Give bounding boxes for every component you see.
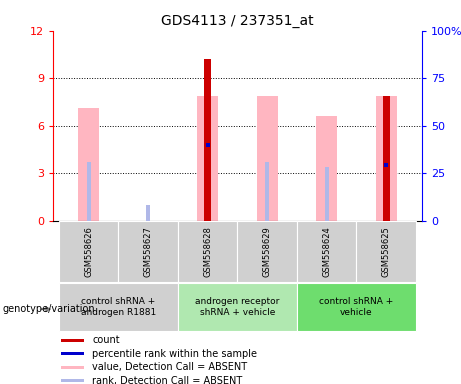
Text: percentile rank within the sample: percentile rank within the sample bbox=[92, 349, 257, 359]
Text: control shRNA +
androgen R1881: control shRNA + androgen R1881 bbox=[81, 298, 156, 317]
Bar bbox=[118, 221, 178, 282]
Text: count: count bbox=[92, 335, 120, 345]
Bar bbox=[197, 96, 218, 221]
Bar bbox=[146, 205, 150, 221]
Bar bbox=[87, 162, 91, 221]
Text: GSM558626: GSM558626 bbox=[84, 226, 93, 277]
Bar bbox=[356, 221, 416, 282]
Bar bbox=[61, 379, 84, 382]
Bar bbox=[297, 283, 416, 331]
Bar bbox=[61, 339, 84, 342]
Bar bbox=[376, 96, 396, 221]
Bar bbox=[204, 59, 211, 221]
Bar bbox=[206, 145, 210, 221]
Bar bbox=[325, 167, 329, 221]
Text: rank, Detection Call = ABSENT: rank, Detection Call = ABSENT bbox=[92, 376, 242, 384]
Bar bbox=[384, 166, 388, 221]
Bar bbox=[61, 352, 84, 355]
Bar bbox=[59, 283, 178, 331]
Text: GSM558628: GSM558628 bbox=[203, 226, 212, 277]
Text: value, Detection Call = ABSENT: value, Detection Call = ABSENT bbox=[92, 362, 247, 372]
Text: GSM558625: GSM558625 bbox=[382, 226, 390, 277]
Bar bbox=[384, 163, 388, 167]
Bar bbox=[61, 366, 84, 369]
Title: GDS4113 / 237351_at: GDS4113 / 237351_at bbox=[161, 14, 314, 28]
Text: genotype/variation: genotype/variation bbox=[2, 304, 95, 314]
Text: GSM558624: GSM558624 bbox=[322, 226, 331, 277]
Text: control shRNA +
vehicle: control shRNA + vehicle bbox=[319, 298, 394, 317]
Text: GSM558627: GSM558627 bbox=[144, 226, 153, 277]
Bar bbox=[316, 116, 337, 221]
Bar bbox=[383, 96, 390, 221]
Bar bbox=[257, 96, 278, 221]
Bar bbox=[78, 108, 99, 221]
Bar bbox=[265, 162, 269, 221]
Text: GSM558629: GSM558629 bbox=[263, 226, 272, 277]
Bar bbox=[237, 221, 297, 282]
Bar bbox=[59, 221, 118, 282]
Bar bbox=[178, 221, 237, 282]
Text: androgen receptor
shRNA + vehicle: androgen receptor shRNA + vehicle bbox=[195, 298, 280, 317]
Bar bbox=[206, 143, 210, 147]
Bar bbox=[178, 283, 297, 331]
Bar bbox=[297, 221, 356, 282]
